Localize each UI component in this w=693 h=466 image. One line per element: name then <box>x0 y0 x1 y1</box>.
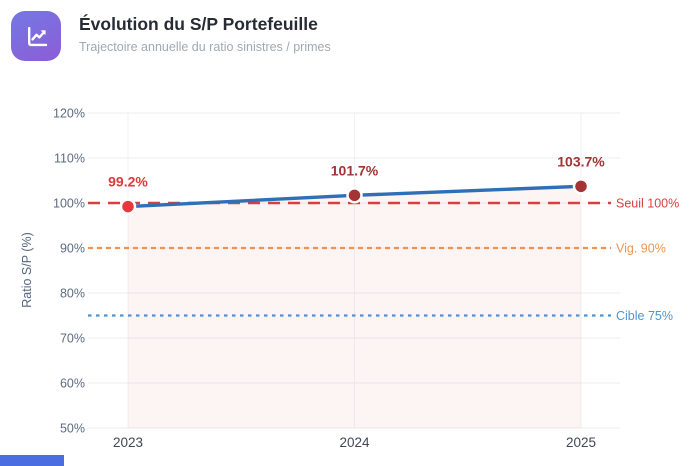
y-tick-label: 70% <box>60 332 85 346</box>
x-tick-label: 2023 <box>113 435 143 450</box>
y-tick-label: 90% <box>60 242 85 256</box>
data-point-2024 <box>346 187 363 204</box>
y-tick-label: 120% <box>53 107 85 121</box>
y-tick-label: 80% <box>60 287 85 301</box>
header-text: Évolution du S/P Portefeuille Trajectoir… <box>79 11 331 54</box>
line-chart-icon <box>11 11 61 61</box>
data-point-2025 <box>572 178 590 195</box>
y-tick-label: 110% <box>54 152 85 166</box>
data-point-label-2023: 99.2% <box>108 174 148 190</box>
corner-marker <box>0 455 64 466</box>
y-tick-label: 60% <box>60 377 85 391</box>
reference-line-label: Cible 75% <box>616 309 673 323</box>
line-chart-glyph <box>27 26 47 46</box>
reference-line-label: Vig. 90% <box>616 242 666 256</box>
y-tick-label: 100% <box>53 197 85 211</box>
data-point-label-2024: 101.7% <box>331 162 379 178</box>
chart-header: Évolution du S/P Portefeuille Trajectoir… <box>11 11 331 61</box>
data-point-label-2025: 103.7% <box>557 153 605 169</box>
x-tick-label: 2024 <box>339 435 370 450</box>
y-tick-label: 50% <box>60 422 85 436</box>
reference-line-label: Seuil 100% <box>616 197 679 211</box>
x-tick-label: 2025 <box>566 435 596 450</box>
y-axis-title: Ratio S/P (%) <box>20 232 34 308</box>
page-title: Évolution du S/P Portefeuille <box>79 14 318 34</box>
page-subtitle: Trajectoire annuelle du ratio sinistres … <box>79 39 331 54</box>
data-point-2023 <box>119 198 137 215</box>
area-fill <box>128 186 581 428</box>
